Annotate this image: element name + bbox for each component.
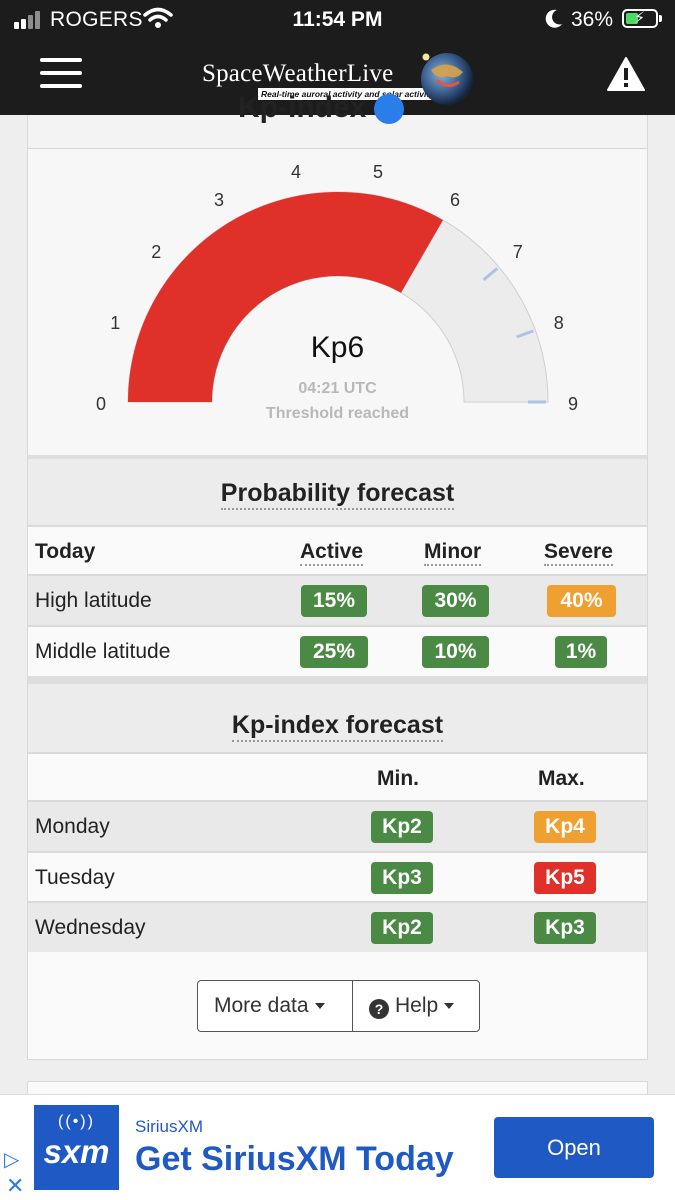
- site-header: SpaceWeatherLive Real-time auroral activ…: [0, 38, 675, 115]
- do-not-disturb-moon-icon: [545, 9, 562, 28]
- more-data-button[interactable]: More data: [214, 981, 325, 1031]
- site-logo[interactable]: SpaceWeatherLive Real-time auroral activ…: [202, 48, 477, 106]
- radio-waves-icon: ((•)): [58, 1113, 95, 1130]
- battery-charging-icon: ⚡: [622, 9, 662, 28]
- gauge-scale-label: 1: [110, 313, 121, 334]
- help-button[interactable]: ? Help: [369, 981, 455, 1031]
- table-row: Middle latitude 25% 10% 1%: [28, 627, 647, 676]
- divider: [28, 800, 647, 802]
- kp-current-value: Kp6: [310, 331, 365, 364]
- close-ad-icon[interactable]: ✕: [6, 1173, 25, 1198]
- day-label: Monday: [35, 815, 110, 838]
- row-label: High latitude: [35, 589, 152, 612]
- kp-max-badge: Kp5: [534, 862, 596, 894]
- caret-down-icon: [444, 1003, 455, 1010]
- probability-badge: 25%: [300, 636, 368, 668]
- gauge-threshold-tick: [516, 329, 534, 339]
- kp-max-badge: Kp3: [534, 912, 596, 944]
- carrier-name: ROGERS: [50, 8, 143, 31]
- action-button-group: More data ? Help: [197, 980, 480, 1032]
- gauge-scale-label: 9: [568, 394, 579, 414]
- column-header-severe: Severe: [544, 540, 613, 566]
- column-header-active: Active: [300, 540, 364, 566]
- kp-gauge: 0 1 2 3 4 5 6 7 8 9 Kp6 04:21 UTC Threshold reach…: [28, 149, 647, 455]
- divider: [28, 574, 647, 576]
- probability-badge: 15%: [301, 585, 367, 617]
- probability-badge: 30%: [422, 585, 489, 617]
- divider: [28, 752, 647, 754]
- table-row: Tuesday Kp3 Kp5: [28, 853, 647, 902]
- table-row: Monday Kp2 Kp4: [28, 802, 647, 851]
- gauge-scale-label: 5: [372, 161, 383, 182]
- kp-min-badge: Kp2: [371, 912, 433, 944]
- kp-timestamp: 04:21 UTC: [298, 380, 377, 397]
- warning-icon[interactable]: [606, 56, 646, 92]
- gauge-scale-label: 8: [553, 313, 564, 334]
- day-label: Wednesday: [35, 916, 146, 939]
- status-bar: ROGERS 11:54 PM 36% ⚡: [0, 0, 675, 38]
- gauge-arc: [127, 191, 549, 404]
- clock: 11:54 PM: [292, 8, 383, 31]
- day-label: Tuesday: [35, 866, 115, 889]
- caret-down-icon: [314, 1003, 325, 1010]
- battery-percent: 36%: [571, 8, 614, 31]
- more-data-label: More data: [214, 994, 309, 1017]
- gauge-threshold-tick: [482, 267, 499, 282]
- probability-badge: 1%: [555, 636, 607, 668]
- gauge-scale-label: 2: [151, 242, 162, 263]
- kp-status-text: Threshold reached: [265, 405, 410, 422]
- divider: [28, 625, 647, 627]
- info-icon[interactable]: [374, 94, 405, 125]
- probability-badge: 40%: [547, 585, 616, 617]
- adchoices-icon[interactable]: ▷: [4, 1149, 20, 1171]
- question-circle-icon: ?: [369, 999, 389, 1019]
- kp-card-header: [28, 115, 647, 149]
- hamburger-menu-icon[interactable]: [40, 58, 82, 90]
- table-row: High latitude 15% 30% 40%: [28, 576, 647, 625]
- gauge-scale-label: 0: [96, 394, 107, 414]
- gauge-scale-label: 6: [450, 189, 461, 210]
- help-label: Help: [395, 994, 439, 1017]
- kp-max-badge: Kp4: [534, 811, 596, 843]
- row-label: Middle latitude: [35, 640, 171, 663]
- kp-forecast-title: Kp-index forecast: [28, 676, 647, 754]
- column-header-today: Today: [35, 540, 96, 563]
- table-row: Wednesday Kp2 Kp3: [28, 903, 647, 952]
- probability-forecast-title: Probability forecast: [28, 455, 647, 527]
- ad-open-button[interactable]: Open: [494, 1117, 654, 1178]
- kp-min-badge: Kp3: [371, 862, 433, 894]
- probability-header-row: Today Active Minor Severe: [28, 527, 647, 576]
- ad-headline: Get SiriusXM Today: [135, 1140, 454, 1178]
- divider: [28, 901, 647, 903]
- gauge-scale-label: 7: [512, 242, 523, 263]
- button-divider: [352, 981, 353, 1031]
- probability-badge: 10%: [422, 636, 489, 668]
- divider: [28, 525, 647, 527]
- wifi-icon: [143, 7, 173, 28]
- siriusxm-logo: ((•)) sxm: [34, 1105, 119, 1190]
- kp-min-badge: Kp2: [371, 811, 433, 843]
- kp-forecast-header-row: Min. Max.: [28, 754, 647, 803]
- kp-index-card: Kp-index 0 1 2 3 4 5 6 7 8 9 Kp6 04:21 UTC Thresh…: [27, 91, 648, 1060]
- column-header-min: Min.: [377, 767, 419, 790]
- ad-brand: SiriusXM: [135, 1117, 204, 1136]
- gauge-fill: [128, 192, 443, 402]
- gauge-scale-label: 4: [291, 161, 302, 182]
- sxm-logo-text: sxm: [43, 1133, 110, 1170]
- logo-brand-text: SpaceWeatherLive: [202, 60, 394, 87]
- divider: [28, 851, 647, 853]
- column-header-minor: Minor: [424, 540, 482, 566]
- kp-index-title: Kp-index: [238, 91, 405, 125]
- gauge-scale-label: 3: [214, 189, 225, 210]
- column-header-max: Max.: [538, 767, 585, 790]
- globe-logo-icon: [421, 53, 473, 105]
- ad-banner[interactable]: ▷ ✕ ((•)) sxm SiriusXM Get SiriusXM Toda…: [0, 1094, 675, 1200]
